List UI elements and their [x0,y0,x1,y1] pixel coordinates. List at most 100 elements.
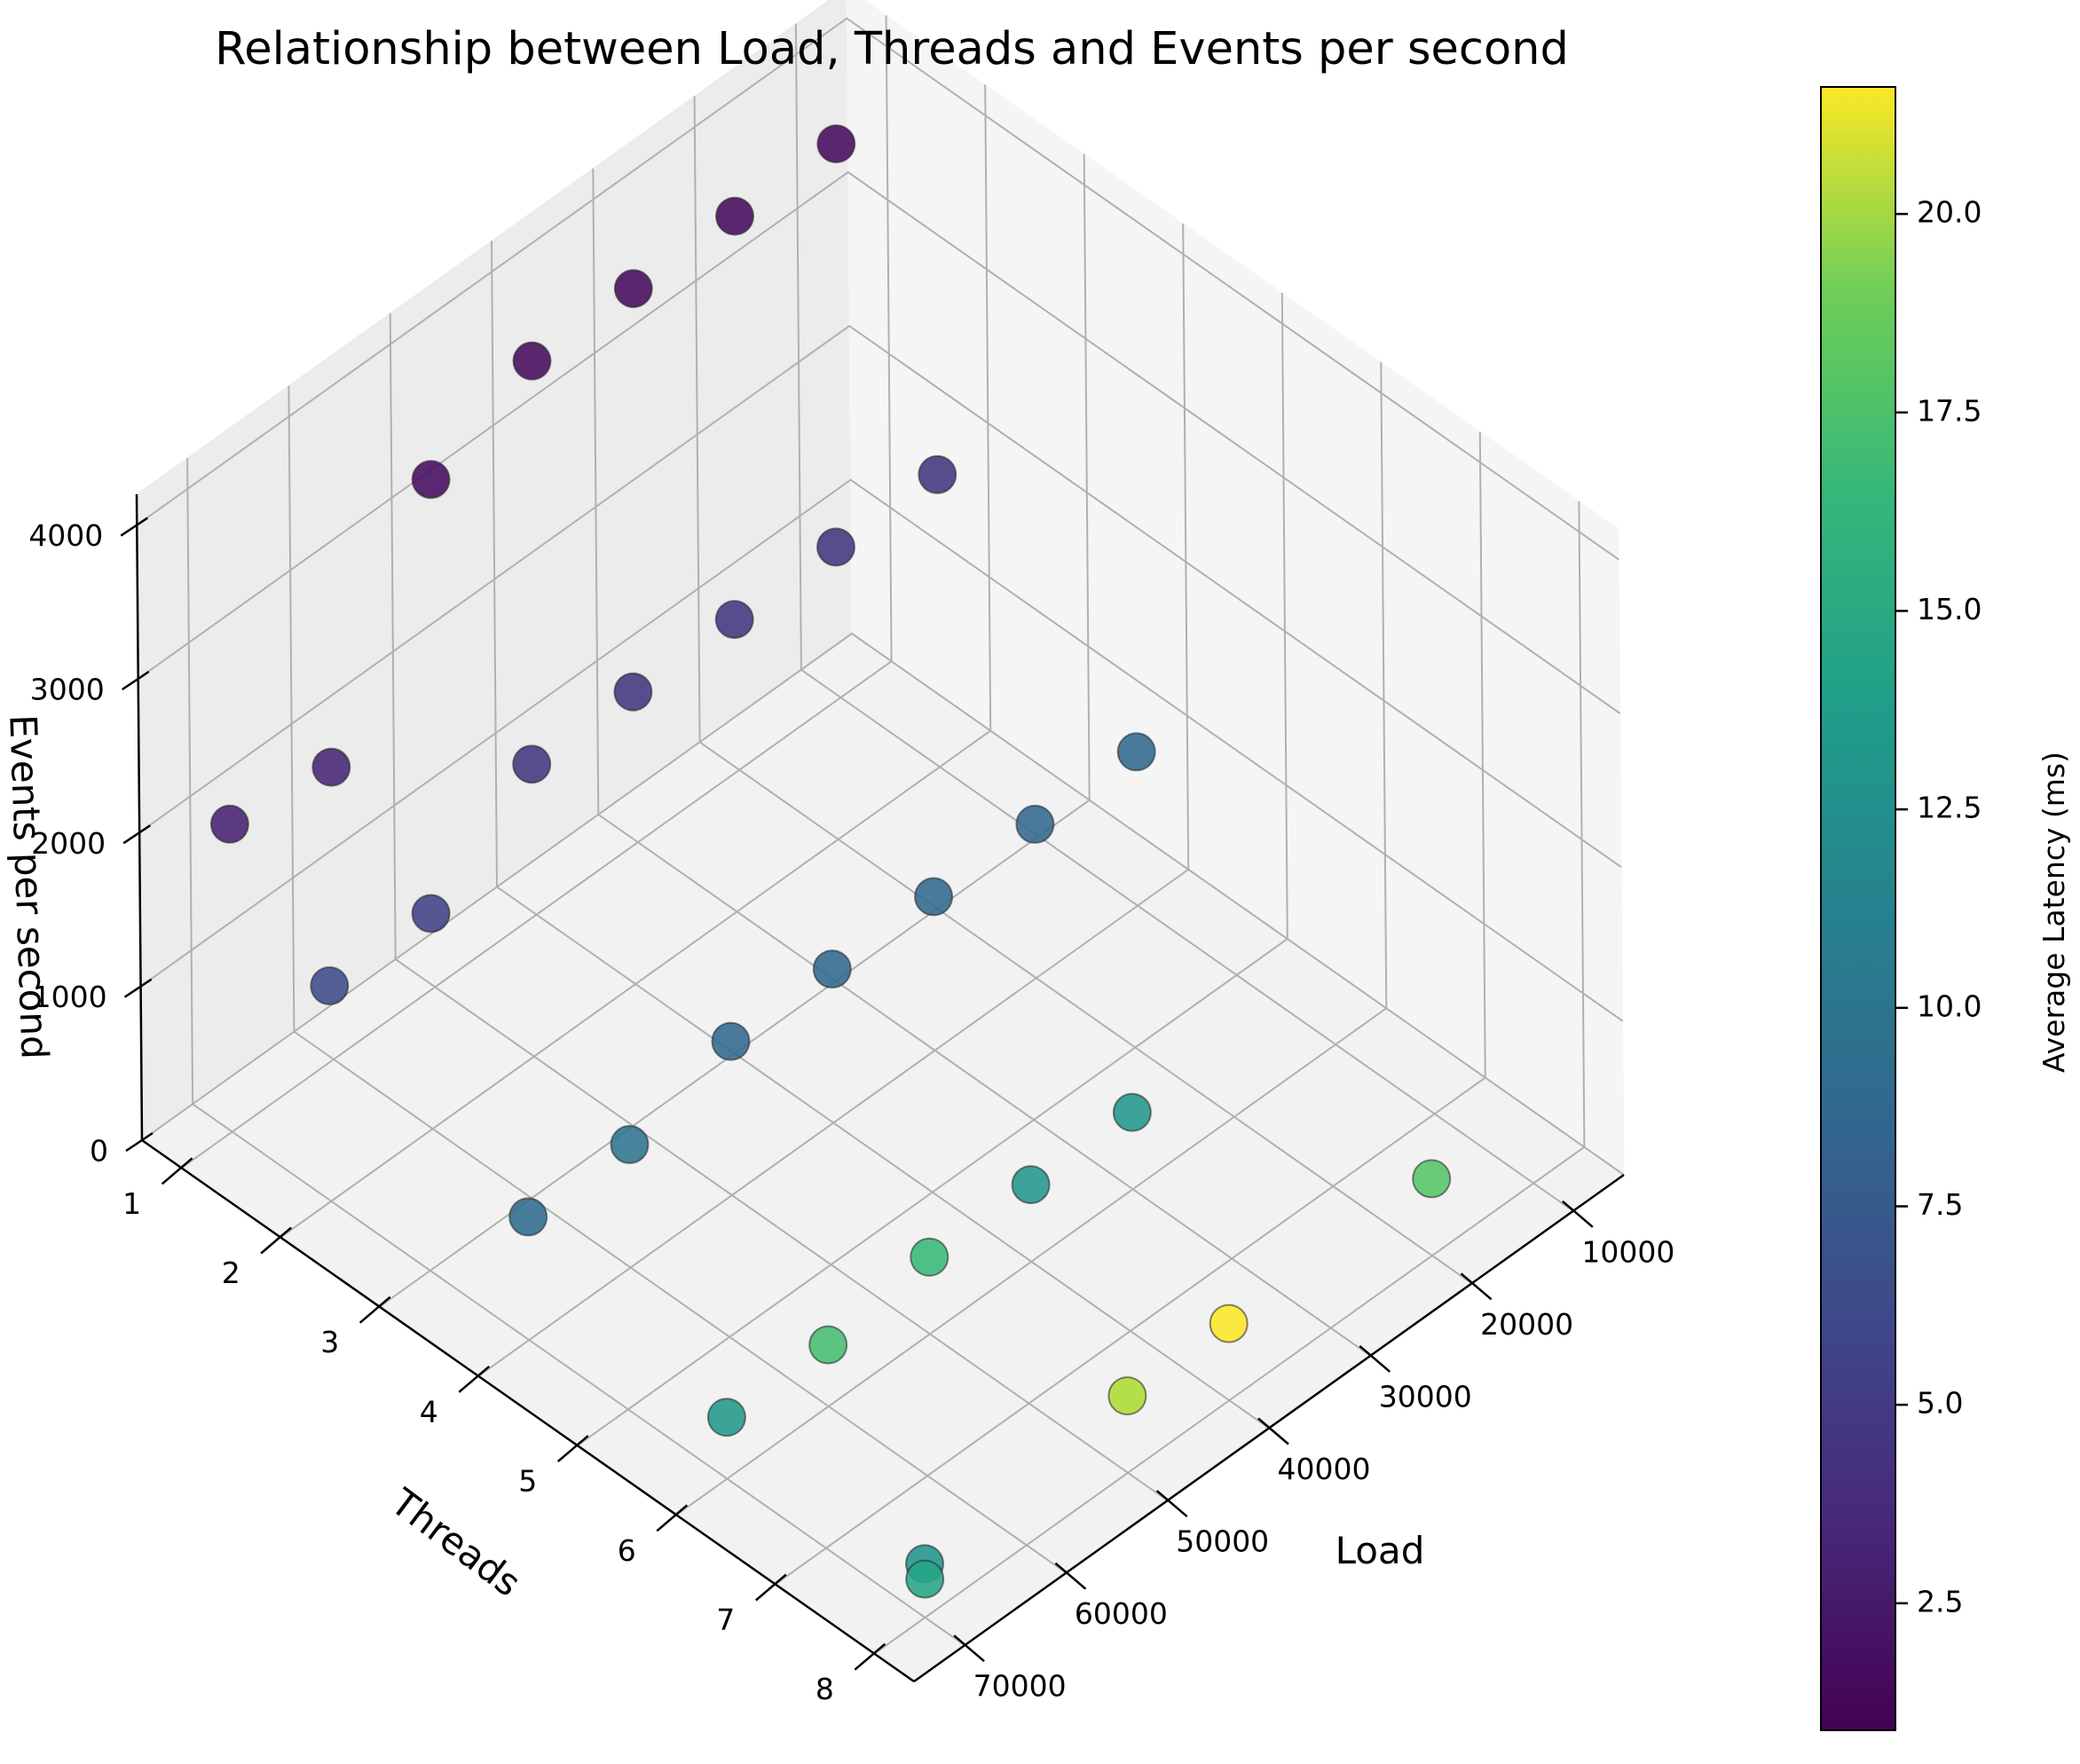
scatter-point [706,1398,746,1437]
grid-line-z [138,170,1621,714]
grid-lines [136,15,1625,1655]
chart-title: Relationship between Load, Threads and E… [215,23,1569,75]
scatter-point [918,454,957,494]
z-tick-mark [123,978,153,998]
scatter-point [411,894,451,933]
scatter-point [816,124,856,164]
z-tick-mark [122,670,150,691]
x-tick-label: 20000 [1480,1307,1573,1342]
colorbar: 2.5 5.0 7.5 10.0 12.5 15.0 17.5 20.0 Average La… [1820,86,2071,1731]
y-tick-label: 2 [222,1256,240,1290]
scatter-point [209,804,249,844]
x-tick-label: 30000 [1379,1379,1472,1414]
colorbar-tick-label: 7.5 [1917,1187,1963,1222]
y-tick-mark [854,1642,886,1671]
grid-line-z [138,325,1622,869]
scatter-point [1116,732,1156,772]
axis-labels: 1000020000300004000050000600007000012345… [28,518,1674,1706]
scatter-point [812,949,852,989]
scatter-point [816,527,855,567]
scatter-point [910,1237,949,1277]
scatter-point [1112,1092,1152,1132]
z-tick-label: 3000 [30,673,105,707]
scatter-point [1015,804,1055,844]
z-tick-label: 0 [90,1134,108,1169]
colorbar-ticks: 2.5 5.0 7.5 10.0 12.5 15.0 17.5 20.0 [1895,195,1982,1618]
y-tick-mark [556,1435,589,1463]
scatter-point [411,460,451,500]
grid-line-z [136,17,1619,561]
scatter-point [613,269,653,309]
scatter-point [512,341,552,381]
scatter-point [311,747,351,787]
scatter-point [610,1124,650,1164]
z-axis-title: Events per second [1,714,57,1060]
colorbar-tick-label: 20.0 [1917,195,1982,230]
x-tick-label: 60000 [1075,1596,1168,1631]
z-tick-label: 4000 [28,518,103,553]
scatter-point [310,966,350,1005]
colorbar-tick-label: 12.5 [1917,791,1982,825]
scatter-point [1209,1303,1249,1343]
z-tick-mark [120,516,148,537]
scatter-point [714,600,754,640]
colorbar-gradient [1820,86,1896,1731]
axis-panes [136,0,1625,1682]
grid-line-z [141,632,1625,1176]
y-tick-label: 6 [618,1533,636,1568]
scatter-point [914,877,954,917]
scatter-point [1107,1376,1147,1416]
z-tick-mark [122,824,151,845]
colorbar-tick-label: 10.0 [1917,988,1982,1023]
x-tick-mark [1257,1417,1289,1445]
x-tick-label: 40000 [1278,1452,1371,1486]
colorbar-label: Average Latency (ms) [2037,752,2071,1073]
scatter-point [905,1559,945,1599]
x-axis-title: Load [1335,1529,1425,1572]
scatter-point [512,744,552,784]
z-tick-label: 1000 [33,980,107,1014]
y-axis-line [141,1138,915,1683]
y-tick-label: 8 [815,1672,834,1706]
scatter-point [613,672,653,712]
y-axis-title: Threads [382,1479,529,1604]
z-tick-label: 2000 [31,826,106,861]
data-points [209,124,1452,1599]
colorbar-tick-label: 15.0 [1917,592,1982,626]
y-tick-mark [358,1295,391,1324]
y-tick-label: 5 [518,1464,537,1499]
x-tick-mark [1155,1490,1188,1518]
z-tick-mark [125,1131,154,1153]
x-tick-mark [1562,1200,1594,1228]
scatter-point [808,1325,848,1365]
grid-line-z [140,478,1624,1022]
y-tick-label: 4 [420,1394,438,1429]
scatter-point [1412,1159,1452,1199]
z-axis-line [135,493,144,1141]
x-tick-label: 50000 [1176,1524,1269,1559]
x-tick-label: 70000 [973,1669,1067,1704]
scatter-point [711,1021,751,1061]
x-tick-mark [953,1634,985,1663]
x-tick-mark [1460,1272,1493,1301]
y-tick-mark [161,1157,193,1185]
x-tick-mark [1359,1344,1391,1373]
y-tick-mark [755,1573,787,1602]
x-tick-mark [1054,1562,1087,1590]
y-tick-label: 1 [122,1186,141,1221]
colorbar-tick-label: 5.0 [1917,1386,1963,1421]
axis-lines [120,493,1625,1683]
y-tick-label: 3 [320,1325,339,1359]
scatter-point [715,196,754,236]
y-tick-mark [260,1226,292,1255]
y-tick-mark [656,1504,689,1532]
scatter-point [1011,1165,1051,1205]
y-tick-mark [458,1365,491,1393]
y-tick-label: 7 [716,1603,735,1637]
x-tick-label: 10000 [1581,1234,1674,1269]
colorbar-tick-label: 2.5 [1917,1584,1963,1618]
scatter-point [508,1197,548,1237]
colorbar-tick-label: 17.5 [1917,393,1982,428]
